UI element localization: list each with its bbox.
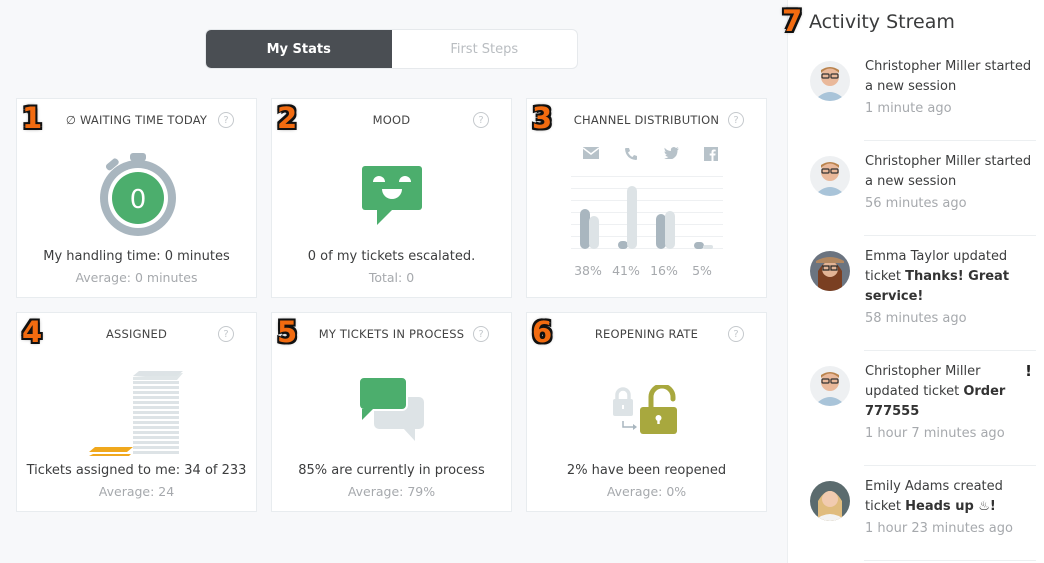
handling-time-text: My handling time: 0 minutes [43,249,230,264]
divider [864,350,1036,351]
activity-time: 1 minute ago [865,101,952,116]
card-channel-distribution: 3 CHANNEL DISTRIBUTION ? [526,98,767,298]
activity-text: Christopher Miller started a new session [865,154,1032,189]
happy-chat-icon [272,165,511,225]
pct-email: 38% [574,263,602,278]
help-icon[interactable]: ? [218,326,234,342]
avatar[interactable] [810,481,850,521]
help-icon[interactable]: ? [218,112,234,128]
in-process-text: 85% are currently in process [298,463,485,478]
email-icon [579,147,603,161]
card-title: CHANNEL DISTRIBUTION [573,113,720,127]
help-icon[interactable]: ? [473,112,489,128]
ticket-stack-icon [17,371,256,457]
ticket-link[interactable]: Heads up ♨! [905,499,996,514]
tab-my-stats[interactable]: My Stats [206,30,392,68]
card-mood: 2 MOOD ? 0 of my tickets escalated. Tota… [271,98,512,298]
divider [864,140,1036,141]
activity-stream: 7 Activity Stream Christopher Miller sta… [782,0,1044,563]
pct-twitter: 16% [650,263,678,278]
annotation-badge: 4 [22,315,43,349]
pct-phone: 41% [612,263,640,278]
card-title: MOOD [372,113,411,127]
escalated-text: 0 of my tickets escalated. [307,249,476,264]
avatar[interactable] [810,251,850,291]
divider [864,465,1036,466]
bar-phone [618,186,637,249]
card-reopening-rate: 6 REOPENING RATE ? 2% have been reopened… [526,312,767,512]
priority-flag-icon: ! [1025,362,1032,380]
chat-bubbles-icon [272,377,511,441]
activity-time: 58 minutes ago [865,311,967,326]
annotation-badge: 7 [782,4,803,38]
channel-icons [579,147,723,161]
phone-icon [619,147,643,161]
pct-facebook: 5% [692,263,712,278]
activity-time: 56 minutes ago [865,196,967,211]
channel-bar-chart [571,176,723,250]
activity-time: 1 hour 23 minutes ago [865,521,1013,536]
avatar[interactable] [810,156,850,196]
help-icon[interactable]: ? [728,112,744,128]
activity-stream-title: Activity Stream [809,11,955,33]
divider [864,560,1036,561]
card-title: MY TICKETS IN PROCESS [318,327,465,341]
card-assigned: 4 ASSIGNED ? Ticke [16,312,257,512]
annotation-badge: 3 [532,101,553,135]
dashboard-main: My Stats First Steps 1 ∅ WAITING TIME TO… [16,29,767,512]
help-icon[interactable]: ? [473,326,489,342]
twitter-icon [659,147,683,161]
activity-text: Christopher Miller started a new session [865,59,1032,94]
annotation-badge: 6 [532,315,553,349]
activity-text: Emma Taylor updated ticket [865,249,1008,284]
card-title: ∅ WAITING TIME TODAY [65,113,208,127]
bar-twitter [656,211,675,249]
annotation-badge: 2 [277,101,298,135]
assigned-average: Average: 24 [98,484,175,499]
divider [864,235,1036,236]
bar-facebook [694,242,713,249]
avatar[interactable] [810,366,850,406]
card-waiting-time: 1 ∅ WAITING TIME TODAY ? 0 My handling t… [16,98,257,298]
activity-time: 1 hour 7 minutes ago [865,426,1005,441]
tab-first-steps[interactable]: First Steps [450,41,519,57]
card-title: REOPENING RATE [594,327,699,341]
bar-email [580,209,599,249]
handling-time-average: Average: 0 minutes [75,270,198,285]
in-process-average: Average: 79% [347,484,436,499]
reopened-average: Average: 0% [606,484,687,499]
channel-percentages: 38% 41% 16% 5% [570,263,720,278]
annotation-badge: 5 [277,315,298,349]
facebook-icon [699,147,723,161]
ticket-link[interactable]: Order 777555 [865,384,1006,419]
reopen-lock-icon [527,385,766,435]
activity-text: Christopher Miller updated ticket [865,364,981,399]
assigned-text: Tickets assigned to me: 34 of 233 [26,463,247,478]
help-icon[interactable]: ? [728,326,744,342]
svg-text:0: 0 [129,185,146,215]
card-tickets-in-process: 5 MY TICKETS IN PROCESS ? 85% are curren… [271,312,512,512]
annotation-badge: 1 [22,101,43,135]
card-title: ASSIGNED [105,327,168,341]
activity-text: Emily Adams created ticket [865,479,1003,514]
stopwatch-icon: 0 [17,151,256,237]
escalated-total: Total: 0 [368,270,415,285]
avatar[interactable] [810,61,850,101]
reopened-text: 2% have been reopened [566,463,727,478]
stats-tabs: My Stats First Steps [205,29,578,69]
ticket-link[interactable]: Thanks! Great service! [865,269,1010,304]
